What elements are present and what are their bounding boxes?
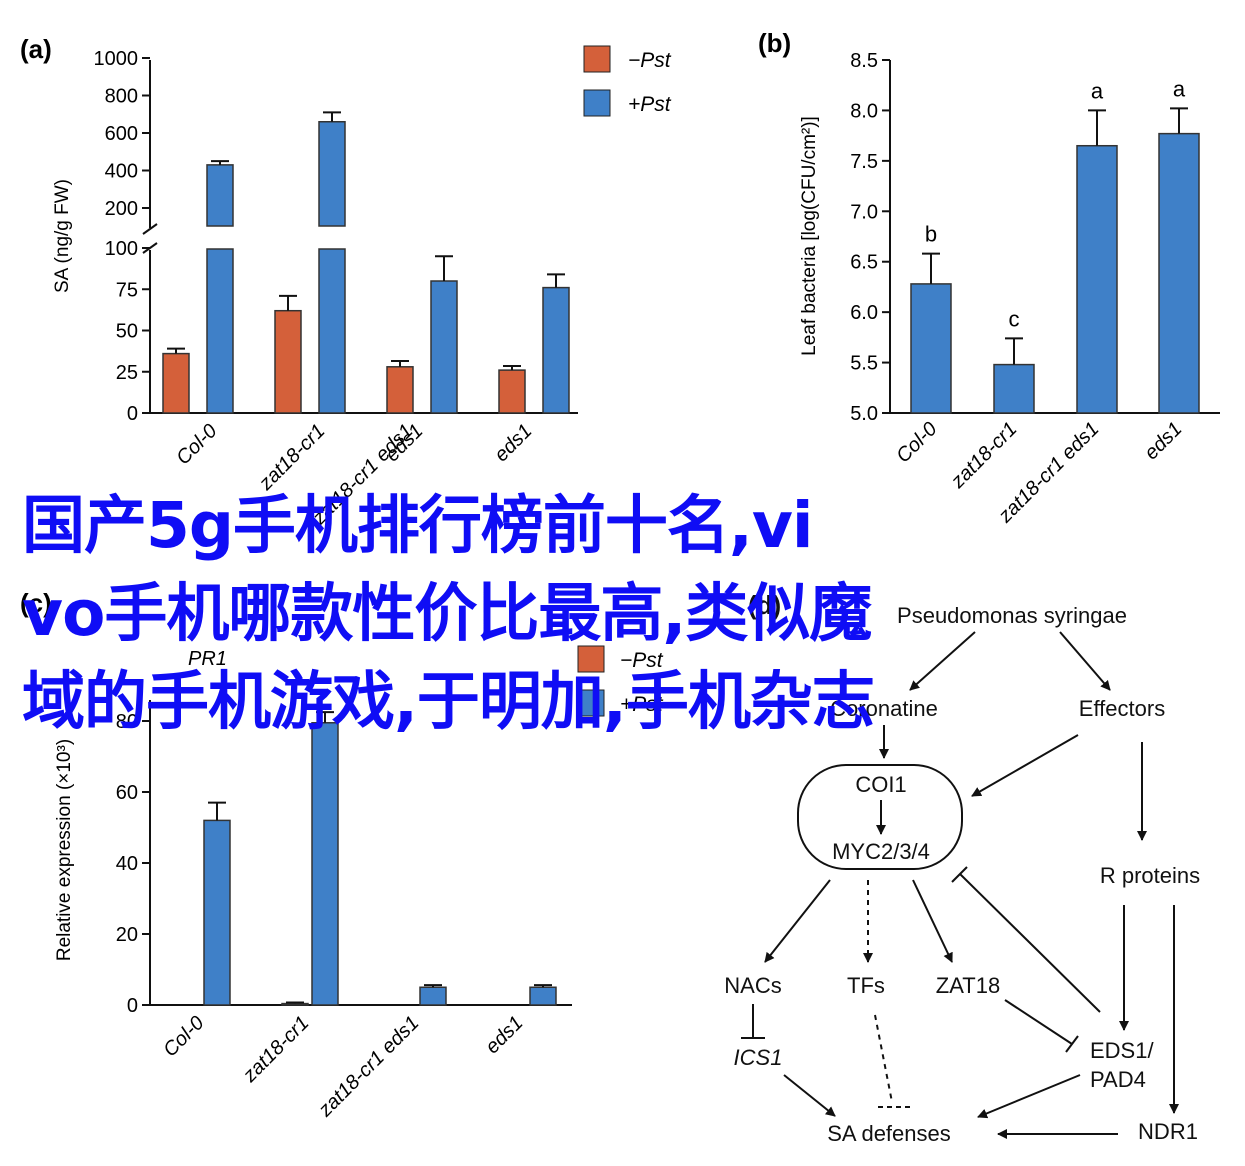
node-eds1: EDS1/ [1090,1038,1154,1063]
b-ytick-6.0: 6.0 [850,302,878,324]
b-ytick-8.5: 8.5 [850,50,878,72]
b-ytick-5.0: 5.0 [850,403,878,425]
c-xlabel-2: zat18-cr1 eds1 [314,1012,424,1122]
c-ytick-0: 0 [127,995,138,1017]
c-bar-plus-1 [311,722,339,1006]
b-ytick-5.5: 5.5 [850,353,878,375]
b-letter-1: c [1009,306,1020,331]
legend-swatch-minus-c [577,645,605,673]
b-ytick-7.0: 7.0 [850,201,878,223]
c-bar-plus-2 [419,986,447,1006]
a-xlabel-0: Col-0 [172,420,221,469]
a-ytick-200: 200 [105,198,138,220]
panel-c-title: PR1 [188,648,227,670]
a-ytick-50: 50 [116,321,138,343]
node-coronatine: Coronatine [830,696,938,721]
legend-label-plus: +Pst [628,93,672,116]
b-bar-3 [1158,132,1200,414]
node-pseudomonas: Pseudomonas syringae [897,603,1127,628]
a-bar-plus-3 [542,286,570,414]
panel-a-chart: (a) 0 25 50 75 100 200 400 600 800 1000 SA (ng/g… [20,34,672,530]
a-bar-plus-1 [318,248,346,414]
a-bar-minus-2 [386,366,414,414]
a-ytick-0: 0 [127,403,138,425]
c-ytick-20: 20 [116,924,138,946]
legend-label-minus: −Pst [628,49,672,72]
node-tfs: TFs [847,973,885,998]
a-xlabel-3: eds1 [490,420,536,466]
panel-a-y-axis-label: SA (ng/g FW) [52,179,73,293]
a-ytick-400: 400 [105,161,138,183]
b-bar-1 [993,363,1035,414]
c-ytick-80: 80 [116,711,138,733]
c-xlabel-0: Col-0 [159,1012,208,1061]
legend-swatch-plus-c [577,689,605,717]
panel-a-label: (a) [20,34,52,64]
coi1-myc-complex [797,764,963,870]
c-bar-plus-0 [203,819,231,1006]
a-bar-minus-3 [498,369,526,414]
node-ics1: ICS1 [734,1045,783,1070]
node-r-proteins: R proteins [1100,863,1200,888]
overlay-line-2: vo手机哪款性价比最高,类似魔 [22,577,872,650]
a-ytick-800: 800 [105,86,138,108]
a-bar-plus-top-0 [206,164,234,227]
a-ytick-1000: 1000 [94,48,139,70]
panel-d-label: (d) [748,590,781,620]
diagram-edges [741,631,1179,1139]
overlay-line-3: 域的手机游戏,于明加,手机杂志 [22,665,875,738]
b-letter-3: a [1173,76,1186,101]
c-ytick-40: 40 [116,853,138,875]
c-bar-minus-1 [281,1002,309,1006]
overlay-headline: 国产5g手机排行榜前十名,vi vo手机哪款性价比最高,类似魔 域的手机游戏,于… [0,482,1245,746]
b-letter-2: a [1091,78,1104,103]
b-xlabel-3: eds1 [1140,418,1186,464]
a-ytick-75: 75 [116,279,138,301]
a-ytick-100: 100 [105,238,138,260]
a-bar-plus-2 [430,280,458,414]
a-bar-minus-1 [274,309,302,414]
b-bar-0 [910,283,952,414]
panel-b-y-axis-label: Leaf bacteria [log(CFU/cm²)] [799,116,820,356]
node-sa-defenses: SA defenses [827,1121,951,1146]
b-letter-0: b [925,222,937,247]
a-bar-plus-0 [206,248,234,414]
panel-b-chart: (b) 5.0 5.5 6.0 6.5 7.0 7.5 8.0 8.5 Leaf bacter… [758,28,1220,528]
b-ytick-7.5: 7.5 [850,151,878,173]
node-effectors: Effectors [1079,696,1165,721]
c-ytick-60: 60 [116,782,138,804]
node-zat18: ZAT18 [936,973,1000,998]
node-pad4: PAD4 [1090,1067,1146,1092]
node-coi1: COI1 [855,772,906,797]
a-bar-minus-0 [162,352,190,414]
b-ytick-6.5: 6.5 [850,252,878,274]
c-xlabel-1: zat18-cr1 [238,1012,313,1087]
panel-c-label: (c) [20,588,52,618]
b-bar-2 [1076,144,1118,414]
node-myc: MYC2/3/4 [832,839,930,864]
c-xlabel-3: eds1 [481,1012,527,1058]
a-ytick-600: 600 [105,123,138,145]
panel-c-y-axis-label: Relative expression (×10³) [54,739,75,961]
node-ndr1: NDR1 [1138,1119,1198,1144]
node-nacs: NACs [724,973,781,998]
legend-swatch-minus [583,45,611,73]
b-ytick-8.0: 8.0 [850,100,878,122]
panel-b-label: (b) [758,28,791,58]
legend-swatch-plus [583,89,611,117]
panel-d-diagram: (d) Pseudomonas syringae Coronatine Effe… [724,590,1200,1146]
c-bar-plus-3 [529,986,557,1006]
legend-label-plus-c: +Pst [620,693,664,716]
legend-label-minus-c: −Pst [620,649,664,672]
b-xlabel-0: Col-0 [892,418,941,467]
a-ytick-25: 25 [116,362,138,384]
a-bar-plus-top-1 [318,121,346,227]
overlay-line-1: 国产5g手机排行榜前十名,vi [22,489,814,562]
